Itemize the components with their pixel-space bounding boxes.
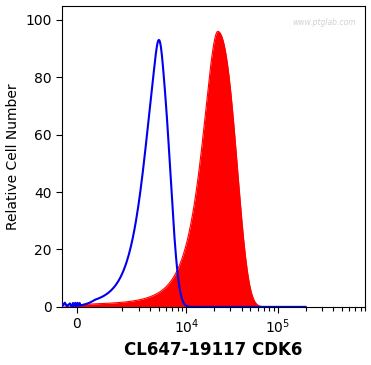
Y-axis label: Relative Cell Number: Relative Cell Number: [6, 83, 20, 230]
Text: www.ptglab.com: www.ptglab.com: [293, 18, 356, 27]
X-axis label: CL647-19117 CDK6: CL647-19117 CDK6: [125, 341, 303, 360]
